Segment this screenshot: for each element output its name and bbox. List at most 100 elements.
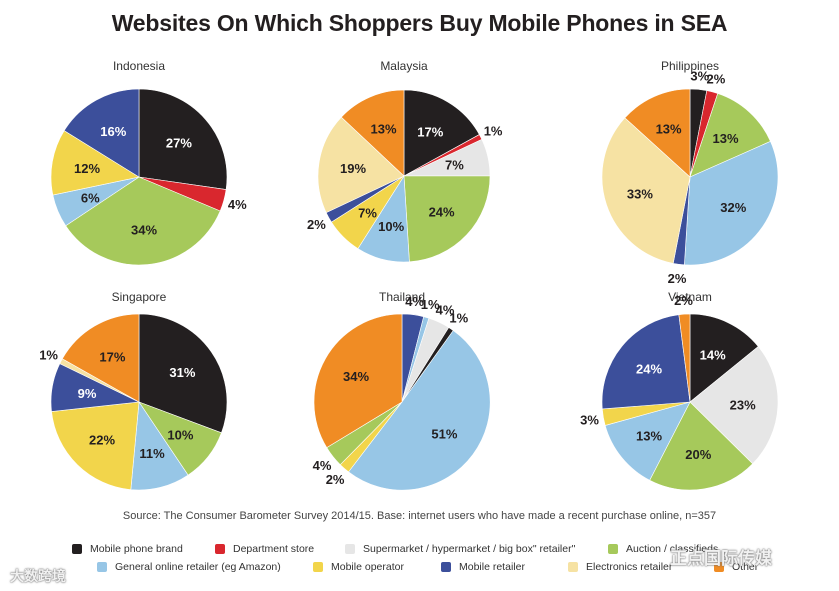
pie-data-label: 4%: [405, 294, 424, 309]
pie-data-label: 6%: [81, 190, 100, 205]
pie-data-label: 16%: [100, 124, 126, 139]
pie-data-label: 32%: [720, 200, 746, 215]
pie-slice: [340, 89, 405, 177]
pie-chart-singapore: Singapore 31% 10%11% 22% 9% 1% 17%: [39, 290, 228, 491]
pie-data-label: 13%: [636, 428, 662, 443]
pie-data-label: 13%: [656, 122, 682, 137]
pie-data-label: 3%: [580, 413, 599, 428]
watermark-top: 正点国际传媒: [670, 549, 772, 568]
pie-data-label: 27%: [166, 135, 192, 150]
pie-title: Indonesia: [113, 59, 165, 73]
pie-data-label: 23%: [730, 398, 756, 413]
pie-slice: [63, 88, 140, 178]
pie-slice: [65, 176, 221, 266]
pie-data-label: 2%: [307, 217, 326, 232]
pie-data-label: 33%: [627, 187, 653, 202]
legend-item-general-online-retailer: General online retailer (eg Amazon): [97, 561, 281, 573]
source-note: Source: The Consumer Barometer Survey 20…: [122, 510, 717, 522]
pie-data-label: 20%: [685, 447, 711, 462]
legend-label: Supermarket / hypermarket / big box" ret…: [363, 543, 576, 555]
legend-label: Auction / classifieds: [626, 543, 719, 555]
legend-swatch: [345, 544, 355, 554]
pie-data-label: 3%: [690, 69, 709, 84]
pie-data-label: 10%: [378, 219, 404, 234]
legend: Mobile phone brand Department store Supe…: [0, 540, 839, 585]
pie-slice: [689, 313, 759, 403]
pie-slice: [403, 89, 480, 177]
legend-swatch: [441, 562, 451, 572]
pie-slice: [649, 401, 754, 491]
legend-item-mobile-retailer: Mobile retailer: [441, 561, 525, 573]
pie-title: Singapore: [112, 290, 167, 304]
pie-slice: [61, 313, 140, 403]
legend-label: Other: [732, 561, 759, 573]
pie-slice: [624, 88, 691, 178]
pie-data-label: 2%: [674, 293, 693, 308]
pie-chart-indonesia: Indonesia 27% 4% 34% 6% 12% 16%: [50, 59, 247, 266]
legend-swatch: [72, 544, 82, 554]
pie-title: Malaysia: [380, 59, 428, 73]
legend-swatch: [568, 562, 578, 572]
pie-data-label: 1%: [421, 297, 440, 312]
legend-label: Mobile retailer: [459, 561, 525, 573]
pie-data-label: 17%: [417, 125, 443, 140]
legend-label: Mobile phone brand: [90, 543, 183, 555]
pie-data-label: 2%: [668, 271, 687, 286]
pie-data-label: 7%: [445, 158, 464, 173]
legend-swatch: [215, 544, 225, 554]
pie-data-label: 51%: [431, 426, 457, 441]
legend-item-supermarket: Supermarket / hypermarket / big box" ret…: [345, 543, 575, 555]
pie-slice: [317, 116, 405, 214]
pie-data-label: 31%: [169, 365, 195, 380]
pie-slice: [403, 175, 491, 263]
chart-title: Websites On Which Shoppers Buy Mobile Ph…: [111, 10, 728, 36]
legend-label: General online retailer (eg Amazon): [115, 561, 281, 573]
pie-data-label: 2%: [707, 71, 726, 86]
pie-slice: [138, 313, 228, 434]
legend-item-department-store: Department store: [215, 543, 314, 555]
pie-title: Vietnam: [668, 290, 712, 304]
pie-chart-vietnam: Vietnam 14% 23% 20% 13% 3% 24% 2%: [580, 290, 779, 491]
legend-label: Electronics retailer: [586, 561, 673, 573]
pie-data-label: 4%: [436, 303, 455, 318]
pie-slice: [684, 140, 779, 266]
legend-swatch: [97, 562, 107, 572]
pie-data-label: 12%: [74, 161, 100, 176]
pie-data-label: 13%: [712, 131, 738, 146]
pie-data-label: 1%: [449, 310, 468, 325]
pie-slice: [313, 313, 403, 448]
pie-data-label: 34%: [131, 223, 157, 238]
pie-data-label: 2%: [326, 472, 345, 487]
legend-item-mobile-operator: Mobile operator: [313, 561, 404, 573]
pie-data-label: 1%: [484, 124, 503, 139]
legend-item-mobile-phone-brand: Mobile phone brand: [72, 543, 183, 555]
pie-title: Philippines: [661, 59, 719, 73]
legend-item-other: Other: [714, 561, 758, 573]
pie-data-label: 34%: [343, 369, 369, 384]
legend-swatch: [313, 562, 323, 572]
pie-data-label: 10%: [167, 428, 193, 443]
legend-label: Department store: [233, 543, 315, 555]
pie-slice: [50, 130, 140, 196]
legend-item-electronics-retailer: Electronics retailer: [568, 561, 672, 573]
pie-slice: [348, 330, 491, 491]
pie-data-label: 13%: [370, 122, 396, 137]
pie-slice: [601, 117, 691, 264]
pie-slice: [601, 314, 691, 410]
pie-title: Thailand: [379, 290, 425, 304]
pie-data-label: 9%: [78, 386, 97, 401]
pie-slice: [51, 401, 140, 490]
pie-data-label: 17%: [99, 349, 125, 364]
pie-slice: [678, 313, 691, 403]
legend-label: Mobile operator: [331, 561, 404, 573]
pie-data-label: 19%: [340, 161, 366, 176]
pie-slice: [689, 346, 779, 465]
pie-data-label: 24%: [429, 204, 455, 219]
legend-item-auction: Auction / classifieds: [608, 543, 718, 555]
pie-data-label: 4%: [313, 458, 332, 473]
pie-data-label: 7%: [358, 206, 377, 221]
legend-swatch: [608, 544, 618, 554]
